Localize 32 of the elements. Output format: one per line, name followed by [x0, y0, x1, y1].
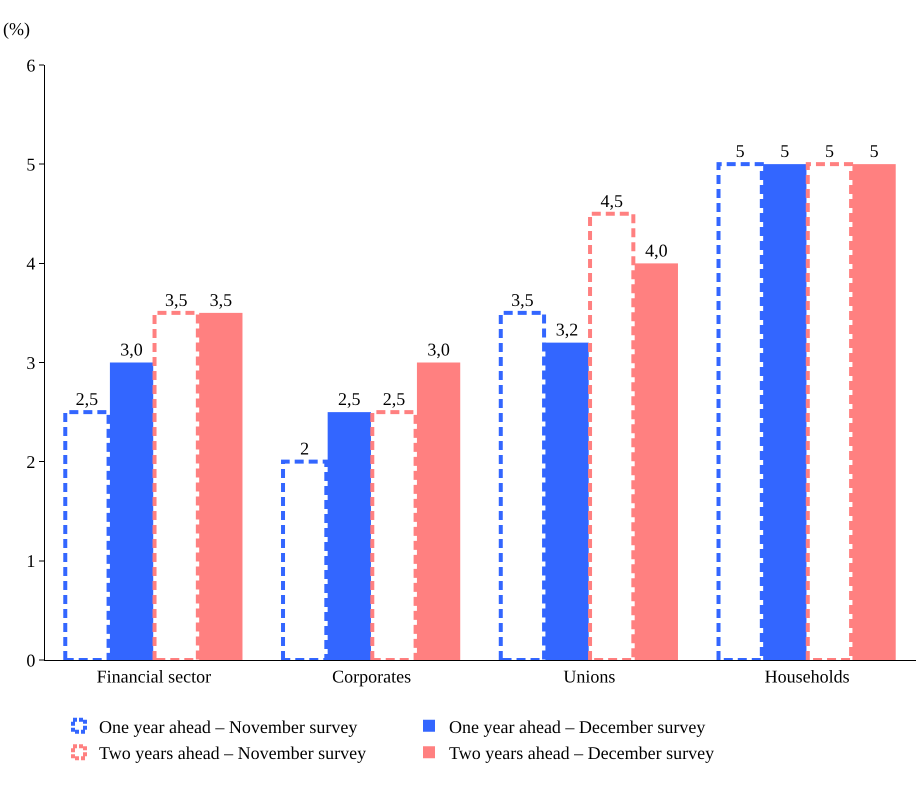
data-label: 4,5: [600, 190, 623, 211]
y-tick-label: 0: [26, 650, 36, 670]
legend-label: Two years ahead – November survey: [99, 743, 366, 764]
data-label: 5: [824, 141, 834, 162]
y-tick-label: 3: [26, 352, 36, 373]
data-label: 3,5: [210, 290, 232, 310]
data-label: 2,5: [338, 389, 361, 410]
legend-label: One year ahead – November survey: [99, 716, 358, 737]
x-tick-label: Financial sector: [96, 666, 212, 687]
y-tick-label: 1: [26, 551, 36, 572]
x-tick-label: Unions: [563, 666, 616, 687]
data-label: 3,0: [120, 340, 143, 360]
data-label: 4,0: [645, 240, 668, 260]
data-label: 5: [736, 141, 745, 162]
data-label: 2,5: [382, 389, 406, 410]
data-label: 3,5: [164, 290, 188, 310]
data-label: 2: [300, 438, 310, 459]
y-tick-label: 2: [26, 452, 36, 472]
y-axis-title: (%): [3, 19, 30, 39]
y-tick-label: 4: [26, 254, 36, 274]
data-label: 3,0: [427, 340, 450, 360]
data-label: 2,5: [76, 389, 98, 410]
data-label: 3,2: [556, 320, 578, 340]
legend-label: Two years ahead – December survey: [449, 743, 714, 764]
data-label: 5: [780, 141, 790, 162]
x-tick-label: Corporates: [332, 666, 412, 687]
y-tick-label: 6: [26, 55, 36, 76]
y-tick-label: 5: [26, 154, 36, 174]
data-label: 5: [870, 141, 879, 162]
x-tick-label: Households: [764, 666, 850, 687]
legend-label: One year ahead – December survey: [449, 716, 706, 737]
data-label: 3,5: [511, 290, 534, 310]
